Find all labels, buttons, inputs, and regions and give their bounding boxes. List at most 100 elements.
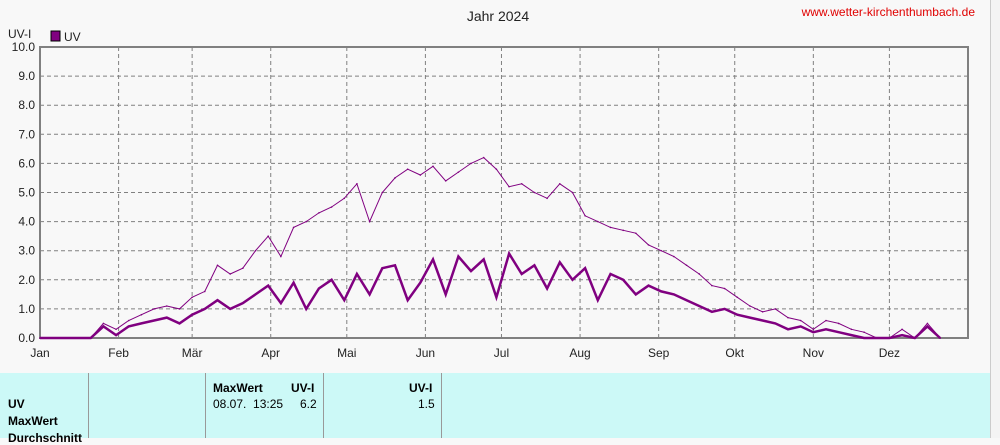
x-tick-label: Jun [416,346,435,360]
data-point [546,287,548,290]
data-point [850,334,853,336]
x-tick-label: Sep [648,346,670,360]
data-point [419,281,422,284]
data-point [584,214,586,217]
data-point [482,258,485,261]
data-point [787,316,789,319]
data-point [140,313,143,316]
data-point [457,171,460,173]
data-point [343,299,346,301]
data-point [711,311,713,313]
plot-frame [39,46,969,339]
scrollbar[interactable] [990,0,1000,438]
data-point [305,220,308,223]
data-point [647,244,650,246]
data-point [837,322,840,325]
data-point [749,305,751,307]
data-point [926,325,929,328]
data-point [280,302,282,304]
data-point [673,255,675,258]
data-point [165,316,168,319]
data-point [863,337,865,339]
data-point [888,337,891,339]
data-point [799,325,802,328]
data-point [39,337,41,339]
avg-value: 1.5 [418,397,435,411]
y-tick-label: 9.0 [18,69,35,83]
data-point [419,174,422,176]
data-point [229,308,231,310]
data-point [102,322,105,325]
data-point [318,212,320,214]
data-point [216,264,219,267]
data-point [127,319,130,322]
avg-unit: UV-I [409,381,433,395]
data-point [736,313,739,316]
x-tick-label: Apr [261,346,280,360]
data-point [711,284,713,287]
data-point [926,322,929,325]
y-tick-label: 2.0 [18,273,35,287]
data-point [254,249,257,252]
data-point [533,191,536,194]
data-point [685,264,688,267]
data-point [470,270,472,272]
data-point [356,273,358,275]
data-point [571,191,574,194]
data-point [204,308,206,310]
data-point [901,328,903,331]
data-point [356,182,358,185]
data-point [913,337,916,339]
data-point [140,322,143,325]
data-point [444,180,447,182]
x-tick-label: Dez [879,346,900,360]
data-point [774,308,777,310]
x-tick-label: Okt [725,346,744,360]
data-point [533,264,536,267]
data-point [381,267,384,269]
data-point [597,220,599,223]
data-point [330,206,333,208]
data-point [799,319,802,322]
data-point [127,325,130,328]
data-point [330,279,333,281]
data-point [368,293,371,296]
data-point [609,226,612,229]
data-point [698,273,701,275]
x-tick-label: Aug [569,346,590,360]
data-point [520,182,523,185]
y-tick-label: 8.0 [18,98,35,112]
y-tick-label: 4.0 [18,215,35,229]
data-point [635,232,637,235]
data-point [242,267,244,269]
row-label-uv: UV [8,397,25,411]
data-point [774,322,777,325]
data-point [153,319,155,322]
series-max-line [40,157,941,339]
max-unit: UV-I [291,381,315,395]
data-point [204,290,206,293]
data-point [191,313,193,316]
data-point [825,319,827,322]
data-point [609,273,612,275]
website-link[interactable]: www.wetter-kirchenthumbach.de [801,5,976,19]
x-tick-label: Mär [182,346,203,360]
summary-table: UV MaxWert Durchschnitt MaxWert UV-I 08.… [0,373,990,445]
data-point [837,331,840,333]
data-point [102,325,105,328]
data-point [444,293,447,296]
y-tick-label: 6.0 [18,156,35,170]
series-average-line [40,250,941,340]
data-point [267,235,269,237]
data-point [394,264,396,267]
data-point [901,334,903,336]
data-point [254,293,257,296]
y-tick-label: 10.0 [12,40,36,54]
x-tick-label: Jan [30,346,49,360]
data-point [875,337,878,339]
data-point [432,165,434,168]
data-point [850,328,853,331]
data-point [51,337,54,339]
data-point [267,284,269,287]
data-point [406,299,409,301]
